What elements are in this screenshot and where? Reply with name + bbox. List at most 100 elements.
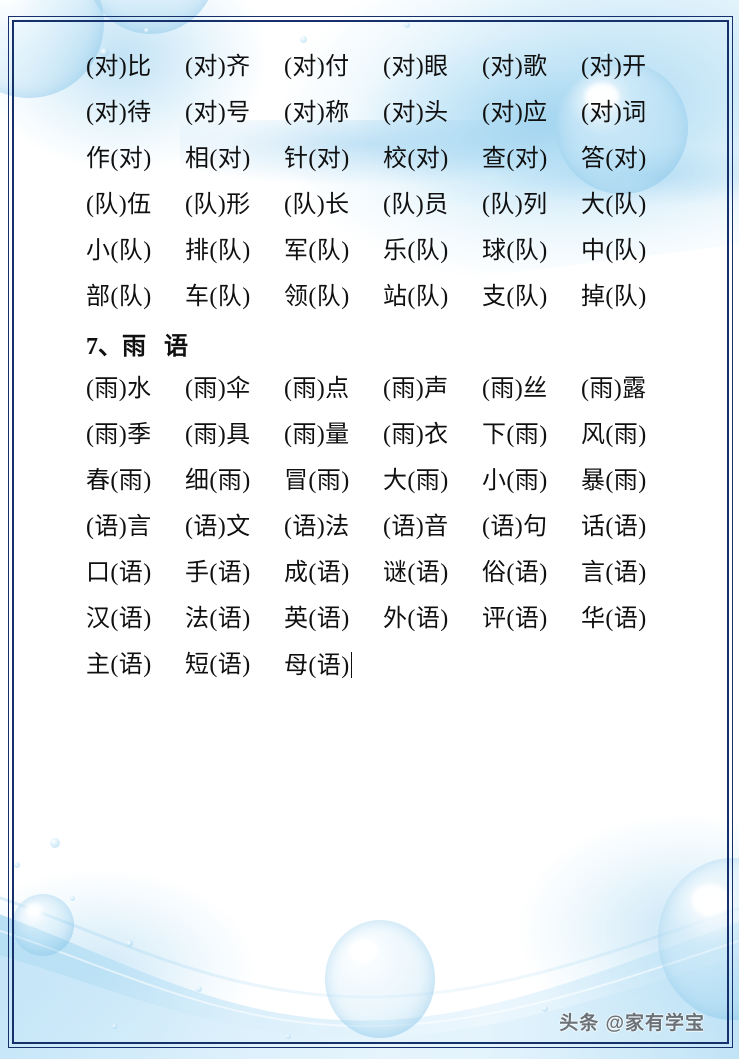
bubble-decoration bbox=[325, 920, 435, 1038]
word-row: (对)比 (对)齐 (对)付 (对)眼 (对)歌 (对)开 bbox=[0, 44, 739, 90]
word-row: 春(雨) 细(雨) 冒(雨) 大(雨) 小(雨) 暴(雨) bbox=[0, 458, 739, 504]
word-cell: 查(对) bbox=[482, 146, 548, 172]
word-cell: (对)称 bbox=[284, 100, 350, 126]
watermark: 头条 @家有学宝 bbox=[559, 1013, 705, 1034]
word-cell: 冒(雨) bbox=[284, 468, 350, 494]
word-cell: (对)应 bbox=[482, 100, 548, 126]
word-cell: 排(队) bbox=[185, 238, 251, 264]
word-cell: 部(队) bbox=[86, 284, 152, 310]
word-row: (对)待 (对)号 (对)称 (对)头 (对)应 (对)词 bbox=[0, 90, 739, 136]
word-row: 小(队) 排(队) 军(队) 乐(队) 球(队) 中(队) bbox=[0, 228, 739, 274]
word-cell: 军(队) bbox=[284, 238, 350, 264]
word-cell: 球(队) bbox=[482, 238, 548, 264]
word-cell: 掉(队) bbox=[581, 284, 647, 310]
word-cell: (队)伍 bbox=[86, 192, 152, 218]
text-cursor bbox=[350, 652, 352, 678]
word-cell: 手(语) bbox=[185, 560, 251, 586]
word-cell: (雨)露 bbox=[581, 376, 647, 402]
word-cell: 华(语) bbox=[581, 606, 647, 632]
word-row: 口(语) 手(语) 成(语) 谜(语) 俗(语) 言(语) bbox=[0, 550, 739, 596]
word-cell: (队)形 bbox=[185, 192, 251, 218]
word-cell: (雨)点 bbox=[284, 376, 350, 402]
word-cell: 俗(语) bbox=[482, 560, 548, 586]
word-cell: 短(语) bbox=[185, 652, 251, 678]
word-cell: 暴(雨) bbox=[581, 468, 647, 494]
word-cell: (对)号 bbox=[185, 100, 251, 126]
bubble-dot bbox=[50, 838, 60, 848]
worksheet-content: (对)比 (对)齐 (对)付 (对)眼 (对)歌 (对)开 (对)待 (对)号 (对)称 (对)头… bbox=[0, 44, 739, 688]
bubble-decoration bbox=[658, 858, 739, 1020]
word-cell: (队)列 bbox=[482, 192, 548, 218]
word-cell: (对)付 bbox=[284, 54, 350, 80]
word-cell: 作(对) bbox=[86, 146, 152, 172]
word-cell: (雨)具 bbox=[185, 422, 251, 448]
word-cell: (对)齐 bbox=[185, 54, 251, 80]
word-cell: (对)开 bbox=[581, 54, 647, 80]
word-cell: 校(对) bbox=[383, 146, 449, 172]
bubble-dot bbox=[286, 1034, 291, 1039]
word-cell: (雨)季 bbox=[86, 422, 152, 448]
word-cell: 大(队) bbox=[581, 192, 647, 218]
bubble-dot bbox=[126, 940, 133, 947]
word-cell: 谜(语) bbox=[383, 560, 449, 586]
word-cell: 风(雨) bbox=[581, 422, 647, 448]
word-cell: 话(语) bbox=[581, 514, 647, 540]
word-cell: 领(队) bbox=[284, 284, 350, 310]
word-cell: (队)员 bbox=[383, 192, 449, 218]
word-row: 部(队) 车(队) 领(队) 站(队) 支(队) 掉(队) bbox=[0, 274, 739, 320]
bubble-dot bbox=[112, 1024, 117, 1029]
word-cell: 答(对) bbox=[581, 146, 647, 172]
word-cell: 成(语) bbox=[284, 560, 350, 586]
word-cell: 细(雨) bbox=[185, 468, 251, 494]
word-cell: 小(雨) bbox=[482, 468, 548, 494]
word-cell: (语)法 bbox=[284, 514, 350, 540]
word-cell: (队)长 bbox=[284, 192, 350, 218]
word-cell: (语)文 bbox=[185, 514, 251, 540]
word-cell: (雨)声 bbox=[383, 376, 449, 402]
word-cell: 站(队) bbox=[383, 284, 449, 310]
word-cell: 针(对) bbox=[284, 146, 350, 172]
word-cell: (雨)衣 bbox=[383, 422, 449, 448]
bubble-dot bbox=[14, 862, 20, 868]
word-cell: 大(雨) bbox=[383, 468, 449, 494]
word-cell: (雨)伞 bbox=[185, 376, 251, 402]
word-cell: (语)音 bbox=[383, 514, 449, 540]
word-cell: 相(对) bbox=[185, 146, 251, 172]
word-cell: (雨)量 bbox=[284, 422, 350, 448]
bubble-dot bbox=[70, 896, 75, 901]
section-heading: 7、雨 语 bbox=[86, 333, 188, 360]
word-row: (雨)季 (雨)具 (雨)量 (雨)衣 下(雨) 风(雨) bbox=[0, 412, 739, 458]
word-cell: 汉(语) bbox=[86, 606, 152, 632]
word-cell: 英(语) bbox=[284, 606, 350, 632]
word-cell: 母(语) bbox=[284, 652, 352, 679]
word-row: (语)言 (语)文 (语)法 (语)音 (语)句 话(语) bbox=[0, 504, 739, 550]
word-row: 作(对) 相(对) 针(对) 校(对) 查(对) 答(对) bbox=[0, 136, 739, 182]
bubble-dot bbox=[196, 986, 202, 992]
word-cell: 口(语) bbox=[86, 560, 152, 586]
word-cell: (对)比 bbox=[86, 54, 152, 80]
word-row: 主(语) 短(语) 母(语) bbox=[0, 642, 739, 688]
word-cell: 法(语) bbox=[185, 606, 251, 632]
word-cell: 言(语) bbox=[581, 560, 647, 586]
word-cell: (语)言 bbox=[86, 514, 152, 540]
word-cell: (对)眼 bbox=[383, 54, 449, 80]
word-cell: 外(语) bbox=[383, 606, 449, 632]
word-cell: 主(语) bbox=[86, 652, 152, 678]
word-cell: 评(语) bbox=[482, 606, 548, 632]
word-cell: 春(雨) bbox=[86, 468, 152, 494]
word-cell: (对)词 bbox=[581, 100, 647, 126]
bottom-left-water-wash bbox=[0, 840, 260, 1059]
word-row: (队)伍 (队)形 (队)长 (队)员 (队)列 大(队) bbox=[0, 182, 739, 228]
word-cell: 乐(队) bbox=[383, 238, 449, 264]
word-cell: 下(雨) bbox=[482, 422, 548, 448]
word-cell: 中(队) bbox=[581, 238, 647, 264]
word-cell: (雨)丝 bbox=[482, 376, 548, 402]
word-row: 汉(语) 法(语) 英(语) 外(语) 评(语) 华(语) bbox=[0, 596, 739, 642]
word-cell: (对)歌 bbox=[482, 54, 548, 80]
word-row: (雨)水 (雨)伞 (雨)点 (雨)声 (雨)丝 (雨)露 bbox=[0, 366, 739, 412]
word-cell: (对)头 bbox=[383, 100, 449, 126]
word-cell: 支(队) bbox=[482, 284, 548, 310]
bubble-dot bbox=[542, 1006, 548, 1012]
word-cell: (语)句 bbox=[482, 514, 548, 540]
